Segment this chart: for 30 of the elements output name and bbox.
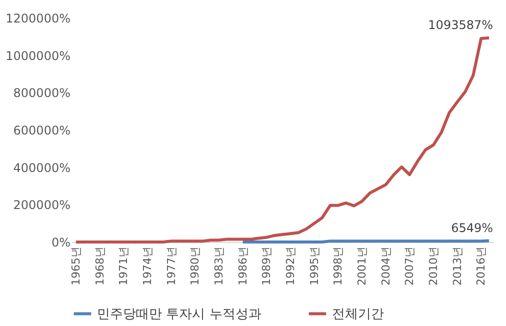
x-tick-label: 1980년 xyxy=(188,246,202,286)
x-tick-label: 2001년 xyxy=(355,246,368,286)
x-tick-label: 1968년 xyxy=(93,246,106,286)
y-tick-label: 800000% xyxy=(13,86,70,100)
y-tick-label: 400000% xyxy=(13,160,70,175)
y-tick-label: 1200000% xyxy=(6,12,70,26)
x-tick-label: 2013년 xyxy=(450,246,464,286)
y-tick-label: 0% xyxy=(51,236,70,250)
x-tick-label: 1974년 xyxy=(140,246,154,286)
x-tick-label: 2010년 xyxy=(426,246,440,286)
x-tick-label: 1986년 xyxy=(236,246,250,286)
x-tick-label: 1971년 xyxy=(117,246,130,286)
y-tick-label: 600000% xyxy=(13,124,70,138)
x-tick-label: 2007년 xyxy=(403,246,416,286)
x-tick-label: 1983년 xyxy=(212,246,226,286)
data-label: 1093587% xyxy=(428,18,494,32)
x-tick-label: 2016년 xyxy=(474,246,488,286)
x-tick-label: 1989년 xyxy=(260,246,274,286)
legend-label: 민주당때만 투자시 누적성과 xyxy=(97,306,262,322)
x-tick-label: 1995년 xyxy=(308,246,321,286)
x-tick-label: 1965년 xyxy=(69,246,82,286)
data-label: 6549% xyxy=(451,220,494,235)
y-tick-label: 1000000% xyxy=(6,48,70,63)
x-tick-label: 2004년 xyxy=(379,246,392,286)
x-tick-label: 1977년 xyxy=(164,246,178,286)
legend-label: 전체기간 xyxy=(332,306,384,322)
y-tick-label: 200000% xyxy=(13,198,70,212)
line-series xyxy=(74,36,491,244)
x-tick-label: 1998년 xyxy=(332,246,345,286)
x-tick-label: 1992년 xyxy=(284,246,297,286)
